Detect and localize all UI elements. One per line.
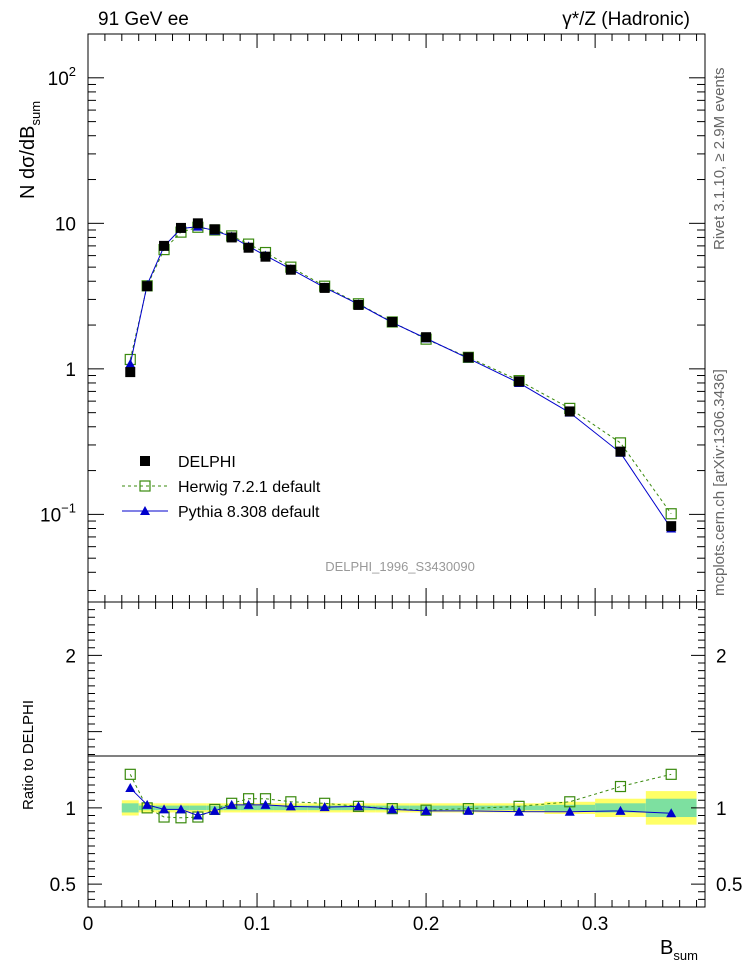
ratio-pythia-point — [226, 799, 237, 809]
ratio-band-stat — [189, 805, 207, 811]
main-herwig-point — [665, 508, 677, 520]
ratio-ytick-label-left: 0.5 — [50, 875, 76, 896]
x-axis-label-text: B — [660, 937, 673, 959]
main-delphi-point — [159, 240, 170, 251]
main-delphi-point — [175, 222, 186, 233]
ratio-ticks — [87, 601, 705, 907]
ratio-pythia-point — [666, 808, 677, 818]
ratio-ytick-label-left: 1 — [65, 799, 76, 820]
main-delphi-point — [260, 251, 271, 262]
main-delphi-point — [285, 264, 296, 275]
rivet-version-text: Rivet 3.1.10, ≥ 2.9M events — [711, 68, 728, 251]
ratio-pythia-point — [192, 810, 203, 820]
main-delphi-point — [142, 281, 153, 292]
main-herwig-point — [614, 437, 627, 449]
ratio-pythia-point — [175, 804, 186, 814]
main-ytick-labels: 10−1 1 10 102 — [40, 64, 76, 527]
ratio-pythia-point — [421, 805, 432, 815]
main-delphi-point — [192, 218, 203, 229]
main-delphi-point — [125, 367, 136, 378]
ratio-pythia-point — [319, 802, 330, 812]
main-delphi-point — [387, 316, 398, 327]
ratio-series — [124, 768, 677, 824]
main-ytick-label: 10 — [55, 214, 76, 235]
ratio-pythia-point — [243, 799, 254, 809]
svg-text:N dσ/dBsum: N dσ/dBsum — [17, 101, 43, 199]
main-ylabel: N dσ/dBsum — [17, 101, 43, 199]
ratio-pythia-point — [159, 804, 170, 814]
watermark: DELPHI_1996_S3430090 — [325, 559, 475, 574]
ratio-herwig-point — [614, 780, 627, 793]
xtick-label: 0.3 — [582, 914, 608, 935]
ratio-pythia-point — [142, 799, 153, 809]
ratio-pythia-point — [615, 805, 626, 815]
legend-label: DELPHI — [178, 454, 236, 471]
main-ylabel-text: N dσ/dB — [17, 126, 39, 200]
legend: DELPHI Herwig 7.2.1 default Pythia 8.308 d… — [122, 454, 321, 521]
main-delphi-point — [209, 224, 220, 235]
main-delphi-point — [564, 406, 575, 417]
xtick-labels: 0 0.1 0.2 0.3 — [83, 914, 609, 935]
ratio-frame — [87, 601, 706, 908]
main-ylabel-sub: sum — [28, 101, 43, 126]
ratio-ytick-label-right: 2 — [716, 646, 727, 667]
x-axis-label: Bsum — [660, 937, 698, 963]
ratio-pythia-point — [209, 805, 220, 815]
main-ticks — [87, 33, 705, 602]
ratio-ytick-label-right: 1 — [716, 799, 727, 820]
ratio-panel: 0.5 0.5 1 1 2 2 0 0.1 0.2 0.3 — [50, 601, 743, 935]
ratio-pythia-point — [353, 801, 364, 811]
main-delphi-point — [514, 376, 525, 387]
mcplots-credit-text: mcplots.cern.ch [arXiv:1306.3436] — [711, 369, 728, 596]
main-delphi-point — [666, 521, 677, 532]
main-delphi-point — [421, 332, 432, 343]
xtick-label: 0 — [83, 914, 94, 935]
xtick-label: 0.2 — [413, 914, 439, 935]
header-right-text: γ*/Z (Hadronic) — [562, 9, 690, 30]
ratio-herwig-point — [665, 768, 677, 780]
legend-marker — [140, 456, 150, 466]
ratio-pythia-point — [514, 806, 525, 816]
main-delphi-point — [615, 446, 626, 457]
ratio-herwig-point — [124, 768, 136, 780]
ratio-ytick-labels: 0.5 0.5 1 1 2 2 — [50, 646, 743, 896]
xtick-label: 0.1 — [244, 914, 270, 935]
ratio-ytick-label-right: 0.5 — [716, 875, 742, 896]
ratio-ytick-label-left: 2 — [65, 646, 76, 667]
main-delphi-point — [319, 282, 330, 293]
main-delphi-point — [463, 352, 474, 363]
ratio-pythia-point — [260, 799, 271, 809]
main-ytick-label: 102 — [48, 64, 76, 90]
ratio-pythia-point — [564, 806, 575, 816]
legend-marker — [139, 480, 151, 492]
main-series — [124, 218, 677, 533]
main-ytick-label: 10−1 — [40, 500, 76, 526]
main-delphi-point — [243, 242, 254, 253]
ratio-pythia-point — [125, 783, 136, 793]
ratio-bands — [121, 791, 697, 825]
legend-label: Pythia 8.308 default — [178, 504, 320, 521]
ratio-band-stat — [121, 803, 139, 813]
legend-marker — [140, 506, 150, 515]
x-axis-label-sub: sum — [673, 948, 698, 963]
main-delphi-point — [226, 232, 237, 243]
ratio-pythia-point — [285, 801, 296, 811]
ratio-pythia-point — [387, 804, 398, 814]
ratio-pythia-point — [463, 805, 474, 815]
legend-label: Herwig 7.2.1 default — [178, 479, 321, 496]
ratio-herwig-point — [420, 804, 432, 816]
main-pythia-point — [125, 358, 136, 368]
header-left-text: 91 GeV ee — [98, 9, 189, 30]
main-ytick-label: 1 — [65, 360, 76, 381]
main-panel: 10−1 1 10 102 DELPHI_1996_S3430090 DELPHI He… — [40, 33, 706, 603]
ratio-ylabel: Ratio to DELPHI — [20, 700, 37, 810]
main-delphi-point — [353, 299, 364, 310]
